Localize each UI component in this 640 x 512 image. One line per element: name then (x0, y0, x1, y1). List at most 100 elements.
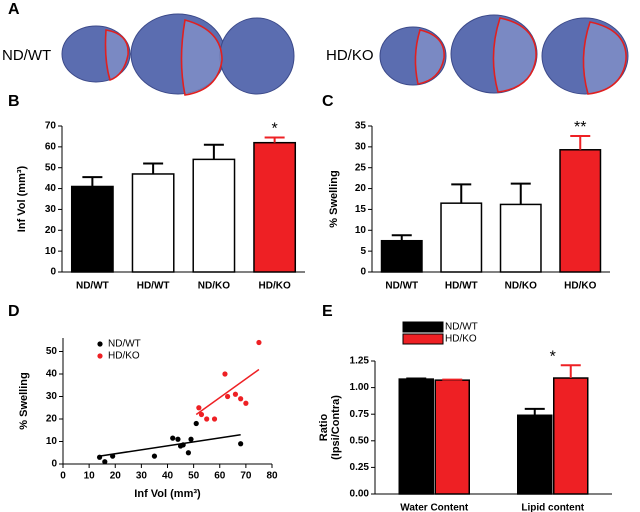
y-axis-title: Ratio (318, 413, 330, 441)
group-label: ND/WT (2, 47, 51, 64)
point (238, 441, 244, 447)
bar (380, 239, 423, 273)
x-tick-label: HD/KO (564, 281, 596, 292)
infarct (104, 29, 129, 82)
x-axis-title: Inf Vol (mm³) (134, 488, 201, 500)
x-tick-label: 0 (60, 471, 66, 482)
y-tick-label: 15 (355, 204, 367, 215)
y-axis-title: Inf Vol (mm³) (16, 165, 28, 232)
y-tick-label: 30 (355, 141, 367, 152)
panel-letter: E (322, 303, 333, 320)
point (188, 436, 194, 442)
x-tick-label: 10 (84, 471, 96, 482)
legend-label: HD/KO (445, 334, 477, 345)
panel-letter: C (322, 93, 334, 110)
x-tick-label: ND/WT (385, 281, 418, 292)
y-tick-label: 25 (355, 162, 367, 173)
bar (131, 173, 175, 273)
y-tick-label: 50 (46, 346, 58, 357)
point (193, 420, 199, 427)
error-bar (451, 183, 472, 204)
error-bar (203, 143, 224, 160)
y-tick-label: 60 (45, 141, 57, 152)
group-label: HD/KO (326, 47, 374, 64)
y-tick-label: 0.75 (350, 409, 370, 420)
slice (219, 17, 295, 95)
y-tick-label: 20 (45, 225, 57, 236)
x-tick-label: Lipid content (521, 503, 584, 512)
point (238, 396, 244, 402)
y-tick-label: 40 (46, 369, 58, 380)
y-axis-title: % Swelling (18, 372, 30, 429)
y-axis-title: % Swelling (328, 170, 340, 227)
y-tick-label: 1.25 (350, 356, 370, 367)
point (204, 416, 210, 422)
x-tick-label: HD/KO (259, 281, 291, 292)
y-tick-label: 0 (360, 267, 366, 278)
y-tick-label: 0.50 (350, 435, 370, 446)
error-bar (524, 407, 545, 416)
point (175, 436, 181, 442)
point (196, 405, 202, 411)
legend-label: HD/KO (108, 351, 140, 362)
legend-marker (97, 341, 103, 347)
x-tick-label: 60 (214, 471, 226, 482)
infarct (414, 29, 445, 85)
infarct-outlines (104, 17, 627, 96)
x-tick-label: 30 (136, 471, 148, 482)
panel-letter: B (8, 93, 20, 110)
error-bar (406, 377, 427, 380)
y-tick-label: 1.00 (350, 382, 370, 393)
error-bar (143, 162, 164, 174)
error-bar (391, 234, 412, 241)
y-tick-label: 0 (51, 459, 57, 470)
x-tick-label: ND/KO (505, 281, 537, 292)
y-tick-label: 0.25 (350, 462, 370, 473)
x-tick-label: HD/WT (137, 281, 170, 292)
y-tick-label: 70 (45, 121, 57, 132)
error-bar (560, 364, 581, 379)
point (151, 453, 158, 459)
y-tick-label: 30 (46, 391, 58, 402)
point (170, 435, 176, 441)
y-tick-label: 20 (46, 414, 58, 425)
bar (499, 203, 542, 273)
bar (559, 149, 602, 273)
x-tick-label: 40 (162, 471, 174, 482)
point (243, 400, 249, 406)
error-bar (510, 182, 531, 205)
infarct (492, 17, 537, 93)
point (102, 459, 108, 465)
y-tick-label: 0.00 (350, 489, 370, 500)
y-tick-label: 35 (355, 121, 367, 132)
y-axis-title: (Ipsi/Contra) (330, 395, 342, 460)
x-tick-label: ND/WT (76, 281, 109, 292)
fit-line (195, 368, 260, 416)
panel-a: A ND/WT HD/KO (2, 1, 629, 96)
y-tick-label: 5 (360, 246, 366, 257)
y-tick-label: 10 (45, 246, 57, 257)
legend-swatch (402, 321, 444, 333)
panel-letter: D (8, 303, 20, 320)
y-tick-label: 0 (50, 267, 56, 278)
point (256, 339, 262, 346)
y-tick-label: 30 (45, 204, 57, 215)
x-tick-label: ND/KO (198, 281, 230, 292)
bar (398, 378, 434, 495)
y-tick-label: 50 (45, 162, 57, 173)
fit-line (99, 434, 241, 457)
point (180, 442, 186, 448)
point (198, 411, 205, 418)
error-bar (264, 136, 285, 143)
bar (70, 185, 114, 273)
bar (440, 202, 483, 273)
bar (553, 377, 589, 495)
legend-label: ND/WT (445, 322, 478, 333)
annotation: * (272, 121, 278, 138)
bar (517, 414, 553, 495)
annotation: * (550, 348, 556, 365)
point (211, 416, 218, 422)
legend-marker (97, 353, 103, 359)
y-tick-label: 10 (355, 225, 367, 236)
